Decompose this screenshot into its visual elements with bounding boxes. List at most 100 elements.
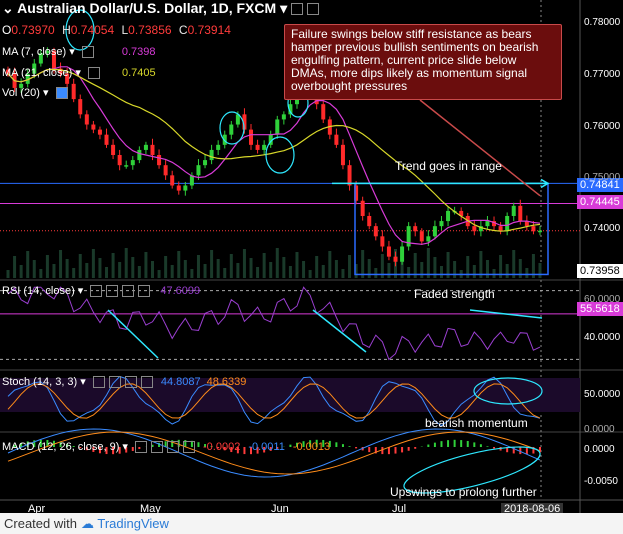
settings-icon[interactable] (291, 3, 304, 16)
volume-bar (361, 250, 365, 278)
candle (373, 226, 378, 237)
ma21-legend[interactable]: MA (21, close) ▾ 0.7405 (2, 67, 156, 80)
volume-bar (131, 257, 135, 278)
ma7-legend[interactable]: MA (7, close) ▾ 0.7398 (2, 46, 156, 59)
upswings-annotation: Upswings to prolong further (390, 485, 537, 499)
volume-bar (210, 250, 214, 278)
volume-bar (413, 253, 417, 278)
volume-bar (302, 261, 306, 278)
candle (45, 50, 50, 54)
rsi-arrow (312, 309, 367, 353)
rsi-legend[interactable]: RSI (14, close) ▾ 47.6099 (2, 285, 201, 298)
volume-bar (328, 251, 332, 278)
candle (367, 215, 372, 227)
candle (97, 129, 102, 135)
volume-bar (177, 251, 181, 278)
candle (439, 221, 444, 227)
rsi-label: 55.5618 (577, 302, 623, 316)
candle (189, 175, 194, 186)
volume-bar (164, 256, 168, 278)
ma7-line (7, 66, 541, 245)
candle (459, 210, 464, 216)
candle (216, 144, 221, 150)
volume-bar (453, 261, 457, 278)
date-label: 2018-08-06 (501, 503, 564, 515)
signal-line (7, 431, 541, 475)
candle (393, 256, 398, 262)
candle (111, 144, 116, 156)
volume-bar (223, 268, 227, 278)
candle (249, 129, 254, 145)
volume-bar (32, 260, 36, 278)
volume-bar (65, 259, 69, 278)
candle (268, 134, 273, 145)
candle (25, 73, 30, 84)
volume-bar (72, 268, 76, 278)
candle (478, 226, 483, 232)
volume-legend[interactable]: Vol (20) ▾ (2, 86, 68, 100)
close-icon[interactable] (307, 3, 320, 16)
rsi-arrow (469, 309, 543, 319)
candle (354, 185, 359, 201)
volume-bar (170, 265, 174, 278)
candle (340, 144, 345, 166)
candle (235, 114, 240, 125)
candle (137, 149, 142, 161)
candle (419, 231, 424, 242)
volume-bar (19, 265, 23, 278)
volume-bar (262, 253, 266, 278)
candle (432, 226, 437, 237)
volume-bar (315, 256, 319, 278)
candle (485, 221, 490, 227)
range-annotation: Trend goes in range (395, 159, 502, 173)
stoch-band (0, 378, 580, 412)
highlight-ellipse (65, 9, 95, 51)
candle (321, 104, 326, 120)
candle (505, 215, 510, 232)
volume-bar (242, 249, 246, 278)
volume-bar (499, 255, 503, 278)
volume-bar (341, 269, 345, 278)
tradingview-logo[interactable]: ☁ TradingView (80, 516, 169, 531)
volume-bar (367, 259, 371, 278)
stoch-legend[interactable]: Stoch (14, 3, 3) ▾ 44.8087 48.6339 (2, 376, 247, 389)
candle (19, 83, 24, 88)
candle (386, 246, 391, 257)
price-tick: 0.76000 (584, 121, 621, 132)
chevron-icon[interactable]: ⌄ (2, 0, 18, 16)
stoch-tick: 50.0000 (584, 389, 621, 400)
month-tick: Apr (28, 503, 46, 515)
dropdown-icon[interactable]: ▾ (280, 0, 288, 16)
candle (492, 221, 497, 227)
candle (380, 236, 385, 247)
candle (130, 160, 135, 166)
volume-bar (236, 263, 240, 278)
callout-pointer (419, 99, 541, 197)
volume-bar (190, 269, 194, 278)
volume-bar (249, 258, 253, 278)
volume-bar (518, 259, 522, 278)
ohlc-row: O0.73970 H0.74054 L0.73856 C0.73914 (2, 23, 231, 37)
candle (538, 230, 542, 233)
candle (288, 104, 293, 115)
volume-bar (420, 262, 424, 278)
stoch-pane (0, 375, 580, 427)
candle (150, 144, 155, 156)
volume-bar (39, 269, 43, 278)
volume-bar (256, 267, 260, 278)
eye-icon[interactable] (81, 46, 94, 59)
volume-bar (538, 263, 542, 278)
candle (203, 160, 208, 166)
price-label-resistance: 0.74841 (577, 178, 623, 192)
volume-bar (334, 260, 338, 278)
candle (91, 124, 96, 130)
candle (262, 144, 267, 150)
eye-icon[interactable] (55, 87, 68, 100)
volume-bar (59, 250, 63, 278)
macd-legend[interactable]: MACD (12, 26, close, 9) ▾ -0.0002 -0.0011… (2, 441, 331, 454)
volume-bar (150, 261, 154, 278)
macd-ellipse (403, 446, 541, 494)
candle (446, 210, 451, 222)
eye-icon[interactable] (87, 67, 100, 80)
candle (32, 63, 37, 74)
